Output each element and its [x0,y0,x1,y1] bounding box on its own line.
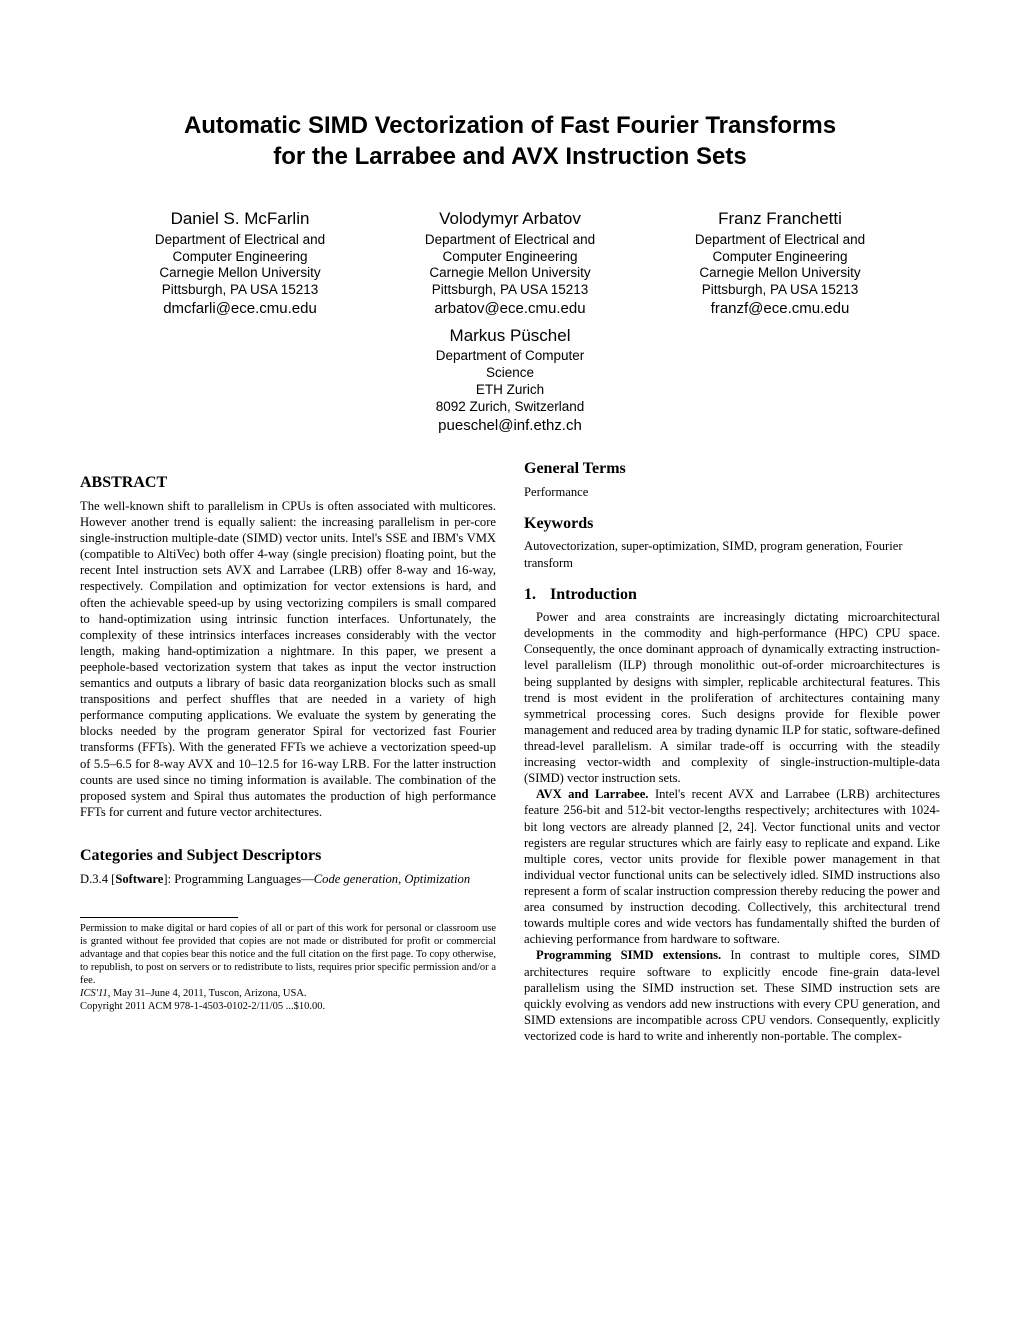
categories-text: D.3.4 [Software]: Programming Languages—… [80,871,496,887]
author-name: Daniel S. McFarlin [125,208,355,229]
author-affiliation: ETH Zurich [395,382,625,399]
author-affiliation: Carnegie Mellon University [665,265,895,282]
abstract-text: The well-known shift to parallelism in C… [80,498,496,820]
title-line-1: Automatic SIMD Vectorization of Fast Fou… [184,112,836,139]
author-4: Markus Püschel Department of Computer Sc… [395,325,625,436]
author-1: Daniel S. McFarlin Department of Electri… [125,208,355,319]
author-email: arbatov@ece.cmu.edu [395,300,625,319]
author-name: Volodymyr Arbatov [395,208,625,229]
paragraph-text: Intel's recent AVX and Larrabee (LRB) ar… [524,787,940,946]
author-affiliation: Computer Engineering [395,249,625,266]
right-column: General Terms Performance Keywords Autov… [524,459,940,1044]
two-column-body: ABSTRACT The well-known shift to paralle… [80,459,940,1044]
section-number: 1. [524,585,536,605]
copyright-footnote: Permission to make digital or hard copie… [80,922,496,1014]
author-affiliation: Pittsburgh, PA USA 15213 [395,282,625,299]
cat-mid: ]: Programming Languages— [163,872,313,886]
author-affiliation: Carnegie Mellon University [395,265,625,282]
author-affiliation: Department of Electrical and [665,232,895,249]
title-line-2: for the Larrabee and AVX Instruction Set… [273,143,746,170]
introduction-heading: 1. Introduction [524,585,940,605]
author-name: Markus Püschel [395,325,625,346]
paragraph-text: In contrast to multiple cores, SIMD arch… [524,948,940,1043]
author-affiliation: 8092 Zurich, Switzerland [395,399,625,416]
cat-ital: Code generation, Optimization [314,872,470,886]
author-2: Volodymyr Arbatov Department of Electric… [395,208,625,319]
intro-paragraph-2: AVX and Larrabee. Intel's recent AVX and… [524,786,940,947]
section-title: Introduction [550,585,637,605]
author-affiliation: Computer Engineering [665,249,895,266]
permission-text: Permission to make digital or hard copie… [80,923,496,987]
footnote-separator [80,917,238,918]
author-affiliation: Department of Computer [395,348,625,365]
cat-pre: D.3.4 [ [80,872,115,886]
general-terms-text: Performance [524,484,940,500]
author-affiliation: Department of Electrical and [395,232,625,249]
author-email: franzf@ece.cmu.edu [665,300,895,319]
paper-title: Automatic SIMD Vectorization of Fast Fou… [80,110,940,172]
author-affiliation: Science [395,365,625,382]
author-email: pueschel@inf.ethz.ch [395,417,625,436]
run-in-head: AVX and Larrabee. [536,787,648,801]
left-column: ABSTRACT The well-known shift to paralle… [80,459,496,1044]
author-row-2: Markus Püschel Department of Computer Sc… [80,325,940,436]
author-email: dmcfarli@ece.cmu.edu [125,300,355,319]
author-3: Franz Franchetti Department of Electrica… [665,208,895,319]
cat-bold: Software [115,872,163,886]
author-name: Franz Franchetti [665,208,895,229]
copyright-text: Copyright 2011 ACM 978-1-4503-0102-2/11/… [80,1001,325,1012]
venue-text-italic: ICS'11, [80,988,110,999]
author-affiliation: Department of Electrical and [125,232,355,249]
keywords-heading: Keywords [524,514,940,534]
author-affiliation: Computer Engineering [125,249,355,266]
author-affiliation: Carnegie Mellon University [125,265,355,282]
general-terms-heading: General Terms [524,459,940,479]
intro-paragraph-3: Programming SIMD extensions. In contrast… [524,947,940,1044]
keywords-text: Autovectorization, super-optimization, S… [524,538,940,570]
author-affiliation: Pittsburgh, PA USA 15213 [125,282,355,299]
run-in-head: Programming SIMD extensions. [536,948,721,962]
author-row-1: Daniel S. McFarlin Department of Electri… [80,208,940,319]
venue-text: May 31–June 4, 2011, Tuscon, Arizona, US… [110,988,306,999]
author-affiliation: Pittsburgh, PA USA 15213 [665,282,895,299]
categories-heading: Categories and Subject Descriptors [80,846,496,866]
abstract-heading: ABSTRACT [80,473,496,493]
intro-paragraph-1: Power and area constraints are increasin… [524,609,940,786]
authors-block: Daniel S. McFarlin Department of Electri… [80,208,940,435]
